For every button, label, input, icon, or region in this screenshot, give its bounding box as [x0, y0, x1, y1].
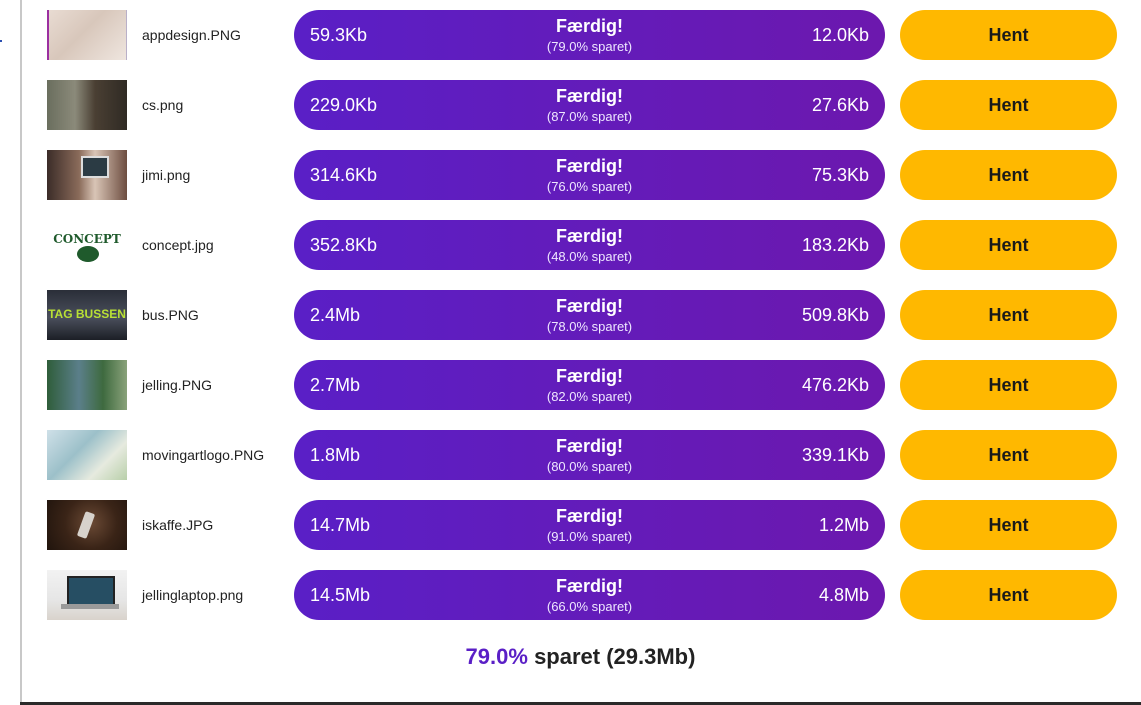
savings-label: (48.0% sparet)	[546, 249, 633, 264]
file-row: jimi.png 314.6Kb Færdig! (76.0% sparet) …	[47, 150, 1117, 200]
compression-result-bar: 229.0Kb Færdig! (87.0% sparet) 27.6Kb	[294, 80, 885, 130]
file-name: iskaffe.JPG	[142, 517, 214, 533]
file-row: CONCEPT concept.jpg 352.8Kb Færdig! (48.…	[47, 220, 1117, 270]
left-edge-marker	[0, 40, 2, 42]
bus-thumbnail-text: TAG BUSSEN	[48, 307, 126, 321]
file-thumbnail	[47, 150, 127, 200]
original-size: 229.0Kb	[310, 95, 378, 115]
compression-result-bar: 1.8Mb Færdig! (80.0% sparet) 339.1Kb	[294, 430, 885, 480]
total-savings-percent: 79.0%	[465, 644, 528, 669]
laptop-base-shape	[61, 604, 119, 609]
compression-result-bar: 14.7Mb Færdig! (91.0% sparet) 1.2Mb	[294, 500, 885, 550]
total-savings-summary: 79.0% sparet (29.3Mb)	[20, 644, 1141, 670]
download-button[interactable]: Hent	[900, 500, 1117, 550]
download-button[interactable]: Hent	[900, 430, 1117, 480]
status-label: Færdig!	[556, 576, 623, 596]
compressed-size: 183.2Kb	[801, 235, 869, 255]
file-thumbnail: TAG BUSSEN	[47, 290, 127, 340]
glass-shape	[76, 511, 96, 539]
compression-result-bar: 59.3Kb Færdig! (79.0% sparet) 12.0Kb	[294, 10, 885, 60]
download-button[interactable]: Hent	[900, 290, 1117, 340]
concept-logo-shape	[77, 246, 99, 262]
savings-label: (79.0% sparet)	[546, 39, 633, 54]
total-savings-text: sparet (29.3Mb)	[534, 644, 696, 669]
status-label: Færdig!	[556, 296, 623, 316]
file-thumbnail	[47, 360, 127, 410]
download-button[interactable]: Hent	[900, 360, 1117, 410]
panel-bottom-border	[20, 702, 1141, 705]
compression-result-bar: 2.4Mb Færdig! (78.0% sparet) 509.8Kb	[294, 290, 885, 340]
savings-label: (82.0% sparet)	[546, 389, 633, 404]
original-size: 1.8Mb	[310, 445, 361, 465]
file-row: jellinglaptop.png 14.5Mb Færdig! (66.0% …	[47, 570, 1117, 620]
file-name: concept.jpg	[142, 237, 214, 253]
file-row: cs.png 229.0Kb Færdig! (87.0% sparet) 27…	[47, 80, 1117, 130]
original-size: 14.7Mb	[310, 515, 371, 535]
savings-label: (66.0% sparet)	[546, 599, 633, 614]
compressed-size: 509.8Kb	[801, 305, 869, 325]
file-list: appdesign.PNG 59.3Kb Færdig! (79.0% spar…	[47, 10, 1117, 640]
file-thumbnail	[47, 570, 127, 620]
file-name: cs.png	[142, 97, 184, 113]
download-button[interactable]: Hent	[900, 150, 1117, 200]
file-row: jelling.PNG 2.7Mb Færdig! (82.0% sparet)…	[47, 360, 1117, 410]
tablet-shape	[81, 156, 109, 178]
compression-result-bar: 352.8Kb Færdig! (48.0% sparet) 183.2Kb	[294, 220, 885, 270]
compressed-size: 12.0Kb	[811, 25, 869, 45]
file-thumbnail	[47, 430, 127, 480]
file-name: bus.PNG	[142, 307, 199, 323]
original-size: 352.8Kb	[310, 235, 378, 255]
compressed-size: 75.3Kb	[811, 165, 869, 185]
status-label: Færdig!	[556, 366, 623, 386]
compression-result-bar: 14.5Mb Færdig! (66.0% sparet) 4.8Mb	[294, 570, 885, 620]
status-label: Færdig!	[556, 86, 623, 106]
compressed-size: 1.2Mb	[818, 515, 869, 535]
savings-label: (78.0% sparet)	[546, 319, 633, 334]
file-name: jellinglaptop.png	[142, 587, 244, 603]
savings-label: (76.0% sparet)	[546, 179, 633, 194]
file-name: jimi.png	[142, 167, 191, 183]
compression-result-bar: 314.6Kb Færdig! (76.0% sparet) 75.3Kb	[294, 150, 885, 200]
file-row: appdesign.PNG 59.3Kb Færdig! (79.0% spar…	[47, 10, 1117, 60]
file-name: movingartlogo.PNG	[142, 447, 265, 463]
status-label: Færdig!	[556, 436, 623, 456]
file-name: appdesign.PNG	[142, 27, 241, 43]
compression-result-bar: 2.7Mb Færdig! (82.0% sparet) 476.2Kb	[294, 360, 885, 410]
file-thumbnail	[47, 500, 127, 550]
download-button[interactable]: Hent	[900, 10, 1117, 60]
compressed-size: 4.8Mb	[818, 585, 869, 605]
compressed-size: 476.2Kb	[801, 375, 869, 395]
original-size: 2.7Mb	[310, 375, 361, 395]
file-row: TAG BUSSEN bus.PNG 2.4Mb Færdig! (78.0% …	[47, 290, 1117, 340]
download-button[interactable]: Hent	[900, 220, 1117, 270]
file-thumbnail	[47, 10, 127, 60]
file-thumbnail	[47, 80, 127, 130]
original-size: 2.4Mb	[310, 305, 361, 325]
results-panel	[20, 0, 1141, 702]
file-row: iskaffe.JPG 14.7Mb Færdig! (91.0% sparet…	[47, 500, 1117, 550]
file-row: movingartlogo.PNG 1.8Mb Færdig! (80.0% s…	[47, 430, 1117, 480]
savings-label: (87.0% sparet)	[546, 109, 633, 124]
download-button[interactable]: Hent	[900, 570, 1117, 620]
status-label: Færdig!	[556, 226, 623, 246]
compressed-size: 339.1Kb	[801, 445, 869, 465]
savings-label: (91.0% sparet)	[546, 529, 633, 544]
status-label: Færdig!	[556, 156, 623, 176]
laptop-screen-shape	[67, 576, 115, 606]
file-name: jelling.PNG	[142, 377, 213, 393]
original-size: 59.3Kb	[310, 25, 368, 45]
compressed-size: 27.6Kb	[811, 95, 869, 115]
status-label: Færdig!	[556, 506, 623, 526]
concept-logo-text: CONCEPT	[53, 232, 121, 246]
savings-label: (80.0% sparet)	[546, 459, 633, 474]
original-size: 314.6Kb	[310, 165, 378, 185]
file-thumbnail: CONCEPT	[47, 220, 127, 270]
status-label: Færdig!	[556, 16, 623, 36]
original-size: 14.5Mb	[310, 585, 371, 605]
download-button[interactable]: Hent	[900, 80, 1117, 130]
